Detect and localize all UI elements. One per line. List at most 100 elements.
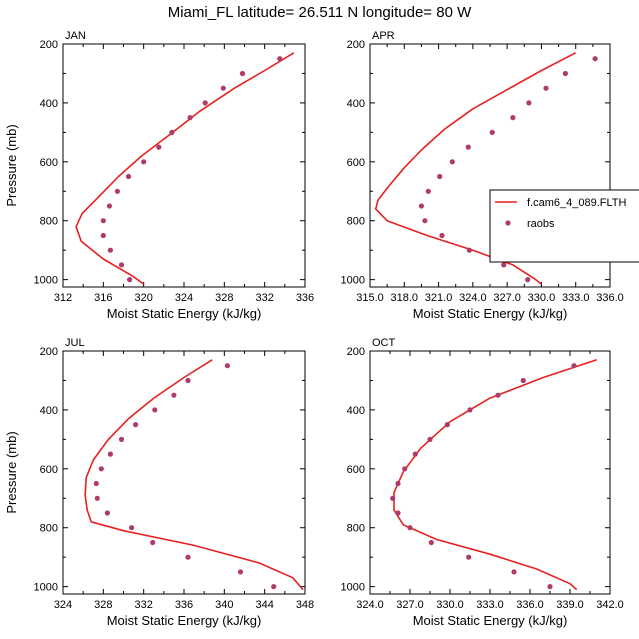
jul-raobs-point (129, 525, 135, 531)
jan-y-tick-label: 1000 (34, 275, 58, 287)
apr-raobs-point (592, 56, 598, 62)
oct-y-tick-label: 600 (347, 464, 365, 476)
jan-raobs-point (106, 203, 112, 209)
apr-x-tick-label: 315.0 (356, 292, 384, 304)
apr-raobs-point (418, 203, 424, 209)
jan-x-tick-label: 324 (175, 292, 193, 304)
jan-x-tick-label: 316 (94, 292, 112, 304)
oct-raobs-point (511, 569, 517, 575)
jan-plot-frame (62, 43, 306, 288)
apr-x-tick-label: 324.0 (459, 292, 487, 304)
oct-model-line (393, 359, 597, 591)
apr-raobs-point (466, 247, 472, 253)
oct-raobs-point (520, 377, 526, 384)
jan-raobs-point (187, 115, 193, 121)
jul-panel-label: JUL (65, 337, 85, 349)
jan-raobs-point (239, 70, 246, 77)
apr-raobs-point (562, 70, 569, 77)
jul-raobs-point (118, 436, 125, 442)
jul-raobs-point (171, 392, 177, 398)
legend-obs-marker (505, 220, 511, 226)
jan-raobs-point (100, 218, 106, 224)
jan-y-tick-label: 400 (40, 98, 58, 110)
jul-raobs-point (133, 422, 139, 428)
apr-panel-label: APR (372, 30, 395, 42)
jan-model-line (75, 52, 295, 285)
apr-raobs-point (437, 173, 443, 180)
apr-raobs-point (449, 159, 455, 165)
legend-obs-label: raobs (527, 218, 555, 230)
apr-raobs-point (425, 188, 431, 194)
chart-title: Miami_FL latitude= 26.511 N longitude= 8… (168, 4, 472, 21)
jul-raobs-point (98, 466, 104, 472)
apr-raobs-point (465, 144, 471, 150)
panel-apr: APR 315.0 318.0 321.0 324.0 327.0 330.0 333.0 33… (341, 30, 624, 321)
apr-x-tick-label: 327.0 (493, 292, 521, 304)
panel-oct: OCT 324.0 327.0 330.0 333.0 336.0 339.0 342.0 20… (341, 337, 624, 628)
jan-y-tick-label: 600 (40, 157, 58, 169)
jul-y-tick-label: 400 (40, 405, 58, 417)
apr-raobs-point (526, 100, 532, 106)
oct-x-tick-label: 330.0 (436, 599, 464, 611)
oct-raobs-point (427, 436, 433, 442)
oct-y-tick-label: 400 (347, 405, 365, 417)
jan-raobs-point (118, 262, 125, 268)
jan-x-tick-label: 332 (255, 292, 273, 304)
jan-raobs-point (220, 85, 226, 91)
jan-y-axis-title: Pressure (mb) (4, 124, 19, 206)
jan-y-tick-label: 200 (40, 39, 58, 51)
jul-x-axis-title: Moist Static Energy (kJ/kg) (107, 613, 262, 628)
oct-raobs-point (466, 554, 472, 560)
oct-x-axis-title: Moist Static Energy (kJ/kg) (413, 613, 568, 628)
jul-y-axis-title: Pressure (mb) (4, 431, 19, 513)
jan-raobs-point (141, 159, 147, 165)
jan-x-tick-label: 336 (296, 292, 314, 304)
apr-raobs-point (510, 115, 516, 121)
oct-x-tick-label: 324.0 (356, 599, 384, 611)
legend: f.cam6_4_089.FLTH raobs (489, 189, 639, 263)
jul-x-tick-label: 328 (94, 599, 112, 611)
oct-x-tick-label: 327.0 (396, 599, 424, 611)
oct-raobs-point (407, 525, 413, 531)
jul-y-tick-label: 1000 (34, 582, 58, 594)
oct-y-tick-label: 1000 (341, 582, 365, 594)
panel-jul: JUL 324 328 332 336 340 344 348 200 400 600 800 1000… (4, 337, 314, 628)
jul-x-tick-label: 324 (54, 599, 72, 611)
oct-panel-label: OCT (372, 337, 396, 349)
apr-y-tick-label: 1000 (341, 275, 365, 287)
apr-y-tick-label: 600 (347, 157, 365, 169)
jul-x-tick-label: 344 (255, 599, 273, 611)
oct-raobs-point (428, 539, 434, 546)
apr-x-tick-label: 330.0 (528, 292, 556, 304)
jan-raobs-point (169, 129, 175, 135)
jul-raobs-point (271, 584, 277, 590)
oct-raobs-point (412, 451, 418, 457)
oct-x-tick-label: 333.0 (476, 599, 504, 611)
oct-raobs-point (547, 584, 553, 590)
jul-raobs-point (152, 407, 158, 413)
apr-raobs-point (525, 277, 531, 283)
jul-x-tick-label: 340 (215, 599, 233, 611)
oct-y-tick-label: 200 (347, 346, 365, 358)
apr-x-tick-label: 321.0 (425, 292, 453, 304)
panel-jan: JAN 312 316 320 324 328 332 336 200 400 600 800 1000… (4, 30, 314, 321)
oct-x-tick-label: 336.0 (516, 599, 544, 611)
jan-y-tick-label: 800 (40, 216, 58, 228)
jan-raobs-point (114, 188, 120, 194)
oct-x-tick-label: 342.0 (596, 599, 624, 611)
jul-model-line (84, 359, 304, 591)
apr-x-axis-title: Moist Static Energy (kJ/kg) (413, 306, 568, 321)
oct-raobs-point (444, 422, 450, 428)
jul-raobs-point (185, 554, 191, 560)
jul-raobs-point (224, 363, 230, 369)
jul-raobs-point (150, 539, 156, 546)
oct-raobs-point (402, 466, 408, 472)
apr-x-tick-label: 336.0 (596, 292, 624, 304)
apr-x-tick-label: 318.0 (391, 292, 419, 304)
apr-raobs-point (543, 85, 549, 91)
oct-raobs-point (495, 392, 501, 398)
jan-x-tick-label: 328 (215, 292, 233, 304)
oct-raobs-point (467, 407, 473, 413)
apr-raobs-point (489, 129, 495, 135)
apr-raobs-point (422, 218, 428, 224)
